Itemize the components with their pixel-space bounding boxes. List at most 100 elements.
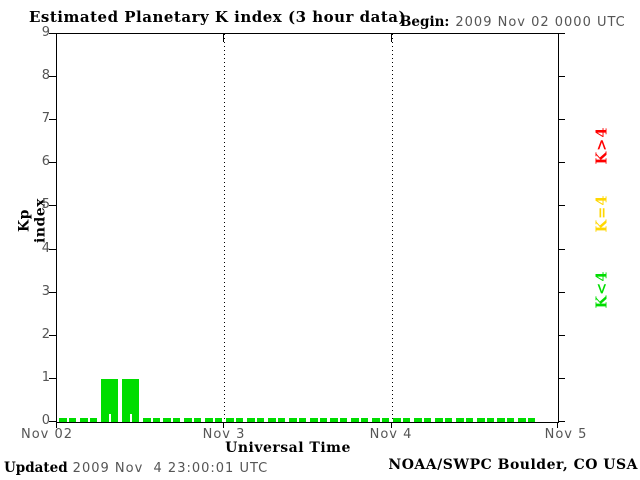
y-axis-tickmark <box>558 249 565 250</box>
day-gridline-nov4 <box>392 34 393 422</box>
x-axis-tickmark <box>223 422 224 428</box>
bar-center-notch <box>442 418 445 422</box>
y-tick-label: 7 <box>41 111 50 126</box>
bar-center-notch <box>484 418 487 422</box>
bar-center-notch <box>379 418 382 422</box>
kp-bar <box>268 418 285 422</box>
y-axis-tickmark <box>49 76 56 77</box>
x-axis-top-tickmark <box>391 34 392 42</box>
kp-bar <box>414 418 431 422</box>
updated-timestamp: Updated 2009 Nov 4 23:00:01 UTC <box>4 457 268 476</box>
bar-center-notch <box>170 418 173 422</box>
y-axis-tickmark <box>49 421 56 422</box>
bar-center-notch <box>150 418 153 422</box>
y-tick-label: 8 <box>41 68 50 83</box>
kp-bar <box>372 418 389 422</box>
x-axis-tickmark <box>56 422 57 428</box>
credit-text: NOAA/SWPC Boulder, CO USA <box>388 457 638 473</box>
y-tick-label: 4 <box>41 241 50 256</box>
kp-bar <box>247 418 264 422</box>
kp-bar <box>59 418 76 422</box>
y-tick-label: 3 <box>41 284 50 299</box>
kp-bar <box>393 418 410 422</box>
kp-bar <box>456 418 473 422</box>
kp-bar <box>310 418 327 422</box>
kp-bar <box>184 418 201 422</box>
bar-center-notch <box>275 418 278 422</box>
bar-center-notch <box>525 418 528 422</box>
kp-bar <box>477 418 494 422</box>
updated-label: Updated <box>4 460 68 476</box>
x-tick-label-nov5: Nov 5 <box>544 427 588 442</box>
y-axis-tickmark <box>558 119 565 120</box>
kp-bar <box>122 379 139 422</box>
begin-label: Begin: <box>400 14 450 30</box>
y-axis-tickmark <box>558 292 565 293</box>
bar-center-notch <box>421 418 424 422</box>
legend-item-k-lt-4: K<4 <box>593 270 611 309</box>
y-tick-label: 6 <box>41 154 50 169</box>
y-tick-label: 2 <box>41 327 50 342</box>
bar-center-notch <box>129 414 132 422</box>
bar-center-notch <box>463 418 466 422</box>
y-axis-tickmark <box>49 335 56 336</box>
y-tick-label: 0 <box>41 413 50 428</box>
bar-center-notch <box>337 418 340 422</box>
kp-bar <box>205 418 222 422</box>
bar-center-notch <box>358 418 361 422</box>
bar-center-notch <box>233 418 236 422</box>
y-axis-tickmark <box>558 162 565 163</box>
x-axis-top-tickmark <box>223 34 224 42</box>
bar-center-notch <box>296 418 299 422</box>
begin-value: 2009 Nov 02 0000 UTC <box>455 15 626 30</box>
bar-center-notch <box>66 418 69 422</box>
y-axis-tickmark <box>558 76 565 77</box>
bar-center-notch <box>400 418 403 422</box>
chart-title: Estimated Planetary K index (3 hour data… <box>29 8 407 26</box>
y-tick-label: 5 <box>41 197 50 212</box>
plot-area <box>56 33 559 423</box>
bar-center-notch <box>212 418 215 422</box>
kp-bar <box>80 418 97 422</box>
y-axis-tickmark <box>49 33 56 34</box>
y-axis-tickmark <box>558 421 565 422</box>
legend-item-k-eq-4: K=4 <box>593 194 611 233</box>
kp-bar <box>163 418 180 422</box>
kp-bar <box>518 418 535 422</box>
kp-bar <box>101 379 118 422</box>
kp-bar <box>497 418 514 422</box>
x-tick-label-nov02: Nov 02 <box>20 427 74 442</box>
y-axis-tickmark <box>49 162 56 163</box>
kp-bar <box>143 418 160 422</box>
y-axis-tickmark <box>558 378 565 379</box>
kp-bar <box>289 418 306 422</box>
bar-center-notch <box>87 418 90 422</box>
y-axis-tickmark <box>49 119 56 120</box>
y-axis-tickmark <box>558 33 565 34</box>
bar-center-notch <box>504 418 507 422</box>
y-axis-tickmark <box>558 335 565 336</box>
updated-value: 2009 Nov 4 23:00:01 UTC <box>72 461 269 476</box>
bar-center-notch <box>191 418 194 422</box>
x-axis-tickmark <box>391 422 392 428</box>
kp-bar <box>351 418 368 422</box>
y-tick-label: 1 <box>41 370 50 385</box>
y-axis-tickmark <box>49 205 56 206</box>
y-tick-label: 9 <box>41 25 50 40</box>
begin-time: Begin: 2009 Nov 02 0000 UTC <box>400 11 626 30</box>
bar-center-notch <box>254 418 257 422</box>
y-axis-tickmark <box>49 378 56 379</box>
bar-center-notch <box>108 414 111 422</box>
kp-bar <box>330 418 347 422</box>
x-tick-label-nov3: Nov 3 <box>202 427 246 442</box>
y-axis-tickmark <box>49 292 56 293</box>
day-gridline-nov3 <box>224 34 225 422</box>
y-axis-tickmark <box>558 205 565 206</box>
x-axis-title: Universal Time <box>225 440 351 456</box>
legend-item-k-gt-4: K>4 <box>593 126 611 165</box>
x-tick-label-nov4: Nov 4 <box>369 427 413 442</box>
x-axis-tickmark <box>557 422 558 428</box>
kp-bar <box>226 418 243 422</box>
y-axis-tickmark <box>49 249 56 250</box>
